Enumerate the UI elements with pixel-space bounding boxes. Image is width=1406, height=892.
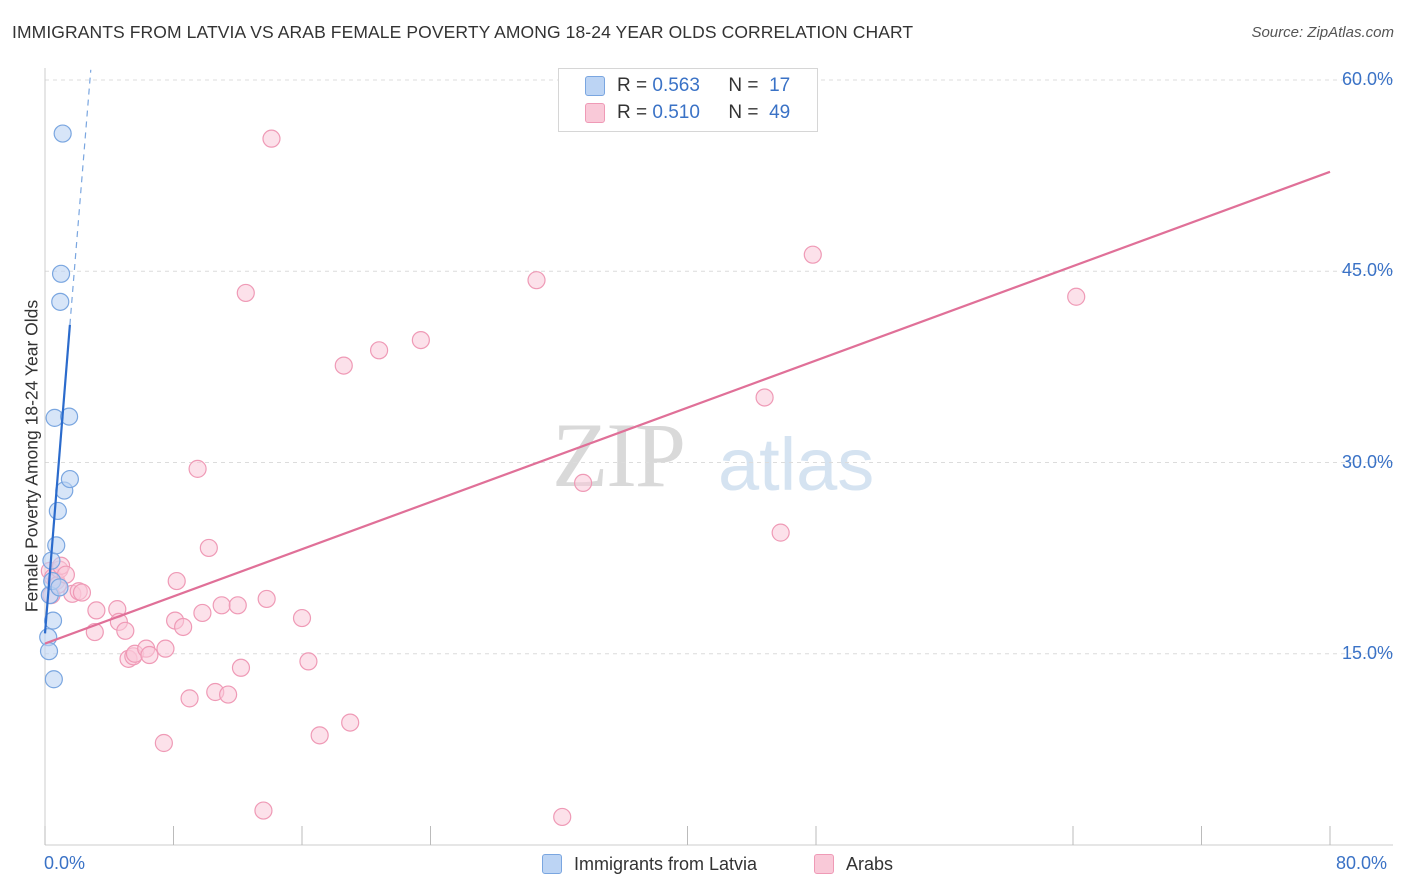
legend-r-value-latvia: 0.563: [652, 75, 700, 96]
trend-layer: [43, 69, 1331, 645]
arab-point-24: [167, 571, 186, 591]
latvia-point-5: [43, 611, 63, 630]
arab-point-37: [257, 589, 276, 609]
arab-point-12: [87, 601, 106, 620]
arab-point-25: [174, 617, 193, 637]
arab-point-31: [212, 596, 231, 615]
grid-layer: [45, 79, 1393, 655]
y-tick-label-2: 45.0%: [1341, 260, 1393, 281]
arab-point-40: [310, 726, 329, 745]
x-tick-label-min: 0.0%: [44, 853, 86, 873]
latvia-point-16: [60, 469, 79, 489]
latvia-point-8: [47, 536, 66, 555]
arab-point-49: [771, 523, 790, 542]
arab-swatch-icon: [585, 103, 605, 123]
arab-point-28: [193, 603, 212, 623]
legend-r-value-arabs: 0.510: [652, 102, 700, 123]
arab-legend-swatch-icon: [814, 854, 834, 874]
x-tick-label-max: 80.0%: [1336, 853, 1388, 873]
correlation-legend: R = 0.563 N = 17 R = 0.510 N = 49: [558, 68, 818, 132]
latvia-point-11: [51, 292, 70, 311]
bottom-legend-arabs: Arabs: [814, 851, 893, 877]
legend-n-label: N =: [728, 102, 759, 123]
latvia-point-15: [59, 407, 79, 426]
latvia-trend-extension: [69, 69, 92, 325]
latvia-point-1: [39, 642, 59, 661]
watermark-atlas: atlas: [718, 423, 875, 506]
bottom-legend-latvia-label: Immigrants from Latvia: [574, 853, 758, 874]
chart-title: IMMIGRANTS FROM LATVIA VS ARAB FEMALE PO…: [12, 22, 914, 42]
arab-point-27: [188, 459, 207, 478]
legend-n-value-latvia: 17: [769, 75, 791, 96]
bottom-legend-latvia: Immigrants from Latvia: [542, 851, 757, 877]
arab-point-20: [140, 645, 159, 665]
y-tick-label-3: 60.0%: [1341, 69, 1393, 89]
latvia-trend-line: [43, 324, 71, 634]
latvia-point-12: [51, 264, 71, 283]
arab-point-39: [299, 652, 318, 671]
arab-point-45: [527, 271, 546, 290]
latvia-point-6: [44, 670, 63, 689]
latvia-swatch-icon: [585, 76, 605, 96]
legend-n-label: N =: [728, 75, 759, 96]
legend-r-label: R =: [617, 75, 648, 96]
points-layer: [39, 124, 1086, 827]
watermark-zip: ZIP: [552, 404, 686, 506]
arab-point-38: [292, 608, 312, 628]
arab-point-43: [370, 341, 389, 360]
latvia-point-13: [53, 124, 72, 143]
arab-point-26: [180, 689, 199, 708]
arab-point-34: [231, 658, 251, 677]
arab-point-50: [803, 245, 822, 264]
arab-trend-line: [44, 170, 1331, 645]
arab-point-47: [573, 473, 593, 492]
arab-point-48: [755, 388, 774, 407]
arab-point-35: [236, 283, 255, 303]
latvia-point-9: [48, 501, 67, 521]
arab-point-52: [262, 129, 281, 148]
arab-point-21: [154, 733, 173, 753]
arab-point-33: [228, 596, 247, 615]
axis-layer: [44, 68, 1393, 846]
latvia-legend-swatch-icon: [542, 854, 562, 874]
arab-point-10: [72, 583, 92, 602]
legend-row-arabs: R = 0.510 N = 49: [585, 102, 790, 124]
legend-r-label: R =: [617, 102, 648, 123]
bottom-legend-arabs-label: Arabs: [846, 853, 894, 874]
legend-row-latvia: R = 0.563 N = 17: [585, 75, 790, 97]
legend-n-value-arabs: 49: [769, 102, 791, 123]
arab-point-44: [411, 331, 430, 350]
arab-point-41: [334, 356, 353, 375]
latvia-point-10: [50, 578, 69, 597]
arab-point-51: [1067, 287, 1086, 306]
y-axis-title: Female Poverty Among 18-24 Year Olds: [21, 299, 42, 613]
source-credit: Source: ZipAtlas.com: [1251, 24, 1394, 41]
y-tick-label-0: 15.0%: [1341, 642, 1393, 663]
arab-point-29: [199, 538, 218, 558]
y-tick-label-1: 30.0%: [1341, 451, 1393, 472]
arab-point-32: [219, 685, 238, 704]
arab-point-36: [254, 801, 273, 820]
arab-point-22: [156, 639, 175, 658]
arab-point-42: [341, 713, 360, 732]
arab-point-46: [553, 807, 572, 827]
arab-point-15: [116, 621, 135, 640]
